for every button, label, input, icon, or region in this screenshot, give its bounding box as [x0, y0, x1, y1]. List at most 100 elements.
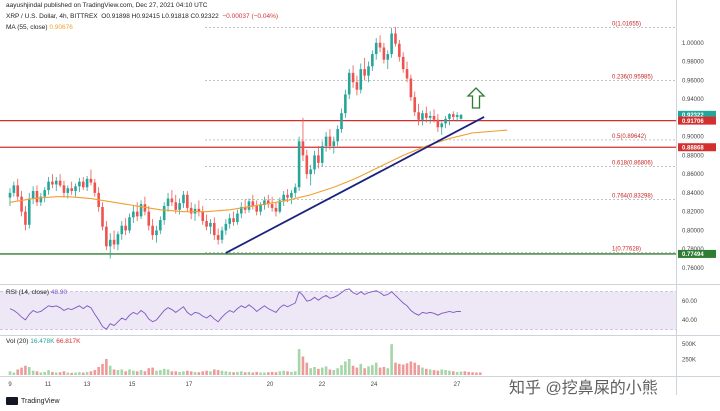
candle-body — [236, 213, 239, 222]
candle-body — [317, 155, 320, 163]
volume-bar — [81, 372, 85, 375]
candle-body — [205, 221, 208, 227]
candle-body — [189, 207, 193, 214]
volume-bar — [132, 370, 135, 375]
candle-body — [47, 181, 50, 191]
candle-body — [112, 239, 116, 245]
volume-bar — [266, 372, 270, 375]
candle-body — [209, 222, 212, 227]
ma55-line — [9, 129, 508, 213]
candle-body — [78, 181, 81, 187]
volume-bar — [70, 372, 73, 375]
volume-bar — [120, 369, 124, 375]
candle-body — [62, 185, 66, 193]
volume-bar — [305, 362, 309, 375]
volume-bar — [189, 371, 193, 375]
volume-bar — [467, 371, 471, 375]
volume-bar — [162, 368, 166, 375]
volume-bar — [182, 371, 185, 375]
x-tick-label: 13 — [84, 382, 91, 388]
candle-body — [313, 155, 316, 170]
volume-bar — [170, 371, 174, 375]
volume-bar — [324, 366, 328, 375]
volume-bar — [89, 371, 93, 375]
symbol-label[interactable]: XRP / U.S. Dollar, 4h, BITTREX — [6, 13, 98, 20]
volume-bar — [475, 372, 478, 375]
volume-bar — [259, 372, 262, 375]
volume-tick-label: 250K — [682, 358, 696, 364]
candle-body — [320, 146, 324, 163]
candle-body — [263, 200, 266, 206]
watermark-text: 知乎 @挖鼻屎的小熊 — [509, 380, 658, 397]
price-axis[interactable]: 1.00000 0.98000 0.96000 0.94000 0.90000 0.880… — [678, 41, 716, 272]
y-tick-label: 0.98000 — [682, 60, 704, 66]
candle-body — [170, 198, 174, 203]
volume-bar — [20, 367, 23, 375]
volume-bar — [478, 372, 482, 375]
ma-legend[interactable]: MA (55, close) 0.90676 — [6, 24, 73, 31]
volume-bar — [54, 372, 58, 375]
candle-body — [432, 115, 436, 120]
fib-level-label: 0.764(0.83298) — [612, 193, 653, 199]
tradingview-logo-icon — [6, 397, 18, 405]
volume-bar — [43, 371, 46, 375]
candle-body — [212, 222, 216, 236]
candle-body — [93, 182, 97, 193]
volume-bar — [97, 366, 100, 375]
x-tick-label: 27 — [454, 382, 461, 388]
volume-bar — [78, 372, 81, 375]
x-tick-label: 11 — [45, 382, 52, 388]
candle-body — [43, 190, 46, 197]
volume-bar — [31, 370, 35, 375]
candle-body — [27, 198, 31, 225]
volume-legend[interactable]: Vol (20) 16.478K 66.817K — [6, 338, 80, 345]
candle-body — [89, 178, 93, 183]
fib-level-label: 0.236(0.95985) — [612, 74, 653, 80]
candle-body — [309, 169, 312, 175]
volume-bar — [401, 364, 405, 375]
price-pane[interactable]: 0(1.01655) 0.236(0.95985) 0.5(0.89642) 0.61… — [0, 0, 720, 395]
volume-bar — [220, 370, 224, 375]
candle-body — [436, 119, 440, 128]
footer-brand[interactable]: TradingView — [6, 397, 60, 405]
candle-body — [51, 181, 54, 185]
volume-bar — [193, 371, 197, 375]
volume-bar — [398, 363, 401, 375]
candle-body — [54, 180, 58, 185]
volume-bar — [367, 366, 370, 375]
candle-body — [290, 192, 293, 198]
volume-bar — [105, 358, 108, 375]
volume-pane[interactable]: 500K 250K — [8, 342, 696, 375]
volume-bar — [209, 371, 212, 375]
time-axis[interactable]: 9 11 13 15 17 20 22 24 27 — [8, 382, 461, 388]
candle-body — [58, 180, 62, 186]
volume-bar — [12, 372, 16, 375]
volume-bar — [228, 371, 232, 375]
volume-bar — [243, 372, 247, 375]
volume-bar — [51, 371, 54, 375]
candle-body — [378, 42, 382, 48]
volume-bar — [374, 362, 378, 375]
volume-bar — [425, 368, 428, 375]
volume-bar — [35, 371, 39, 375]
volume-tick-label: 500K — [682, 342, 696, 348]
candle-body — [428, 115, 432, 118]
candle-body — [108, 239, 112, 247]
volume-bar — [278, 371, 282, 375]
candle-body — [382, 47, 386, 60]
volume-bar — [340, 365, 343, 375]
ma-label: MA (55, close) — [6, 24, 48, 31]
rsi-pane[interactable]: 60.00 40.00 — [0, 288, 698, 330]
rsi-legend[interactable]: RSI (14, close) 48.90 — [6, 289, 67, 296]
candle-body — [166, 198, 170, 207]
volume-bar — [409, 361, 413, 375]
volume-bar — [332, 370, 336, 375]
volume-bar — [174, 371, 178, 375]
rsi-label: RSI (14, close) — [6, 289, 49, 296]
volume-bar — [359, 363, 363, 375]
candle-body — [444, 118, 447, 124]
candle-body — [355, 82, 359, 90]
price-tag-label: 0.91706 — [682, 119, 704, 125]
candle-body — [347, 72, 351, 95]
